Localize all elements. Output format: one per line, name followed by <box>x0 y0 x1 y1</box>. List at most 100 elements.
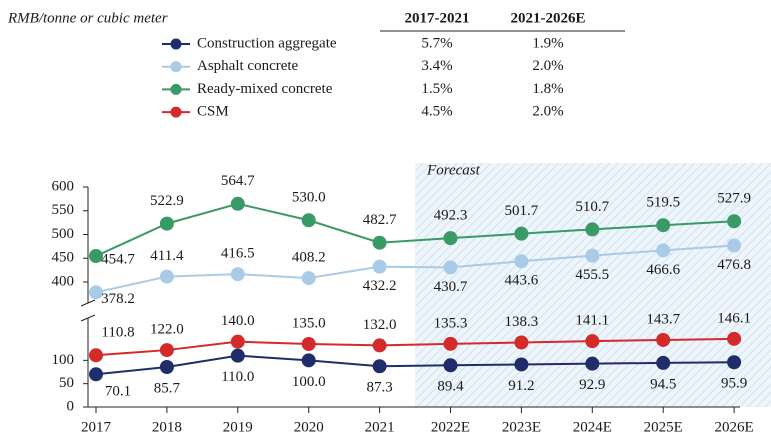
table-cell: 2.0% <box>532 104 563 120</box>
data-label: 92.9 <box>579 377 605 393</box>
data-label: 146.1 <box>717 310 751 326</box>
legend-label: Asphalt concrete <box>197 58 299 74</box>
table-header: 2021-2026E <box>511 10 586 26</box>
axis-break <box>80 314 96 322</box>
legend-marker <box>170 38 182 50</box>
data-point <box>230 348 245 363</box>
data-point <box>301 337 316 351</box>
data-label: 519.5 <box>646 195 680 211</box>
data-label: 522.9 <box>150 193 184 209</box>
data-point <box>159 269 174 284</box>
data-point <box>443 336 458 351</box>
data-label: 100.0 <box>292 374 326 390</box>
x-tick-label: 2024E <box>573 419 612 435</box>
data-point <box>443 231 458 246</box>
data-point <box>727 238 742 253</box>
axis-break <box>80 299 96 307</box>
data-point <box>443 260 458 275</box>
data-point <box>159 360 174 375</box>
data-point <box>89 249 103 264</box>
data-label: 416.5 <box>221 246 255 262</box>
data-label: 140.0 <box>221 313 255 329</box>
x-tick-label: 2023E <box>502 419 541 435</box>
data-label: 530.0 <box>292 190 326 206</box>
legend-label: CSM <box>197 104 229 120</box>
data-point <box>514 335 529 350</box>
data-point <box>372 338 387 353</box>
data-label: 408.2 <box>292 250 326 266</box>
data-label: 411.4 <box>150 248 184 264</box>
x-tick-label: 2022E <box>431 419 470 435</box>
y-tick-label: 500 <box>52 226 75 242</box>
data-point <box>443 358 458 373</box>
legend-marker <box>170 61 182 73</box>
legend-label: Ready-mixed concrete <box>197 81 333 97</box>
data-label: 476.8 <box>717 257 751 273</box>
data-label: 510.7 <box>575 199 609 215</box>
series-line <box>95 202 735 257</box>
data-point <box>656 332 671 347</box>
table-cell: 3.4% <box>421 58 452 74</box>
data-point <box>230 267 245 282</box>
data-label: 454.7 <box>101 251 135 267</box>
data-point <box>656 355 671 370</box>
data-label: 564.7 <box>221 173 255 189</box>
table-cell: 4.5% <box>421 104 452 120</box>
data-label: 135.0 <box>292 315 326 331</box>
x-tick-label: 2021 <box>365 419 395 435</box>
unit-label: RMB/tonne or cubic meter <box>7 10 168 26</box>
data-point <box>372 235 387 250</box>
data-point <box>585 222 600 237</box>
table-cell: 1.9% <box>532 35 563 51</box>
data-point <box>585 356 600 371</box>
data-label: 110.0 <box>221 369 254 385</box>
data-point <box>727 331 742 346</box>
y-tick-label: 450 <box>52 250 75 266</box>
y-tick-label: 400 <box>52 273 75 289</box>
data-label: 443.6 <box>505 273 539 289</box>
data-label: 94.5 <box>650 376 676 392</box>
data-point <box>230 196 245 211</box>
data-label: 70.1 <box>105 384 131 400</box>
data-label: 91.2 <box>508 378 534 394</box>
y-tick-label: 100 <box>52 352 75 368</box>
data-point <box>727 355 742 370</box>
x-tick-label: 2020 <box>294 419 324 435</box>
y-tick-label: 50 <box>59 375 74 391</box>
legend-marker <box>170 106 182 118</box>
data-point <box>89 348 103 363</box>
data-label: 143.7 <box>646 311 680 327</box>
data-point <box>514 226 529 241</box>
data-label: 87.3 <box>366 380 392 396</box>
data-point <box>514 254 529 269</box>
data-label: 122.0 <box>150 322 184 338</box>
data-label: 95.9 <box>721 376 747 392</box>
data-point <box>514 357 529 372</box>
data-label: 110.8 <box>101 325 134 341</box>
table-cell: 2.0% <box>532 58 563 74</box>
x-tick-label: 2025E <box>644 419 683 435</box>
legend-marker <box>170 83 182 95</box>
data-label: 378.2 <box>101 291 135 307</box>
x-tick-label: 2019 <box>223 419 253 435</box>
data-label: 132.0 <box>363 317 397 333</box>
data-label: 527.9 <box>717 191 751 207</box>
data-label: 89.4 <box>437 379 464 395</box>
data-point <box>585 248 600 263</box>
data-label: 432.2 <box>363 278 397 294</box>
data-label: 141.1 <box>575 313 609 329</box>
x-tick-label: 2026E <box>715 419 754 435</box>
data-point <box>656 243 671 258</box>
table-cell: 1.5% <box>421 81 452 97</box>
data-point <box>230 334 245 349</box>
y-tick-label: 0 <box>67 398 75 414</box>
data-label: 138.3 <box>505 314 539 330</box>
data-point <box>727 214 742 229</box>
data-label: 85.7 <box>154 380 181 396</box>
data-point <box>301 213 316 228</box>
x-tick-label: 2017 <box>81 419 112 435</box>
y-tick-label: 600 <box>52 178 75 194</box>
forecast-label: Forecast <box>426 162 481 178</box>
table-header: 2017-2021 <box>405 10 470 26</box>
data-point <box>301 271 316 286</box>
